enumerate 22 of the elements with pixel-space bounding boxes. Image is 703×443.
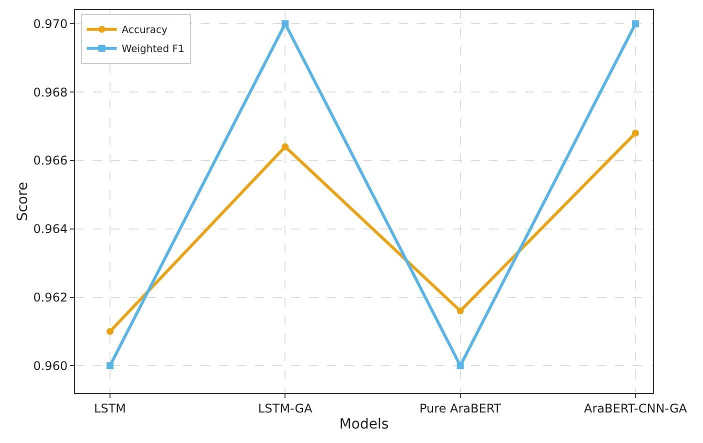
y-axis-title: Score xyxy=(15,182,32,222)
point xyxy=(456,362,464,370)
x-tick-label: Pure AraBERT xyxy=(420,401,502,416)
point xyxy=(106,328,114,335)
y-tick-label: 0.968 xyxy=(33,85,68,100)
point xyxy=(456,307,464,314)
x-tick-label: LSTM-GA xyxy=(258,401,314,416)
x-tick-label: LSTM xyxy=(94,401,126,416)
y-tick-label: 0.966 xyxy=(33,154,68,168)
legend-label: Weighted F1 xyxy=(122,44,184,56)
y-tick-label: 0.970 xyxy=(33,16,68,31)
point xyxy=(282,20,289,28)
y-tick-label: 0.964 xyxy=(33,222,68,236)
x-tick-label: AraBERT-CNN-GA xyxy=(584,401,688,416)
point xyxy=(632,130,639,137)
y-tick-label: 0.962 xyxy=(33,290,68,304)
point xyxy=(282,143,289,150)
x-axis-title: Models xyxy=(339,416,389,433)
point xyxy=(106,362,114,370)
point xyxy=(632,20,639,28)
y-tick-label: 0.960 xyxy=(33,358,68,373)
legend-label: Accuracy xyxy=(122,25,168,36)
